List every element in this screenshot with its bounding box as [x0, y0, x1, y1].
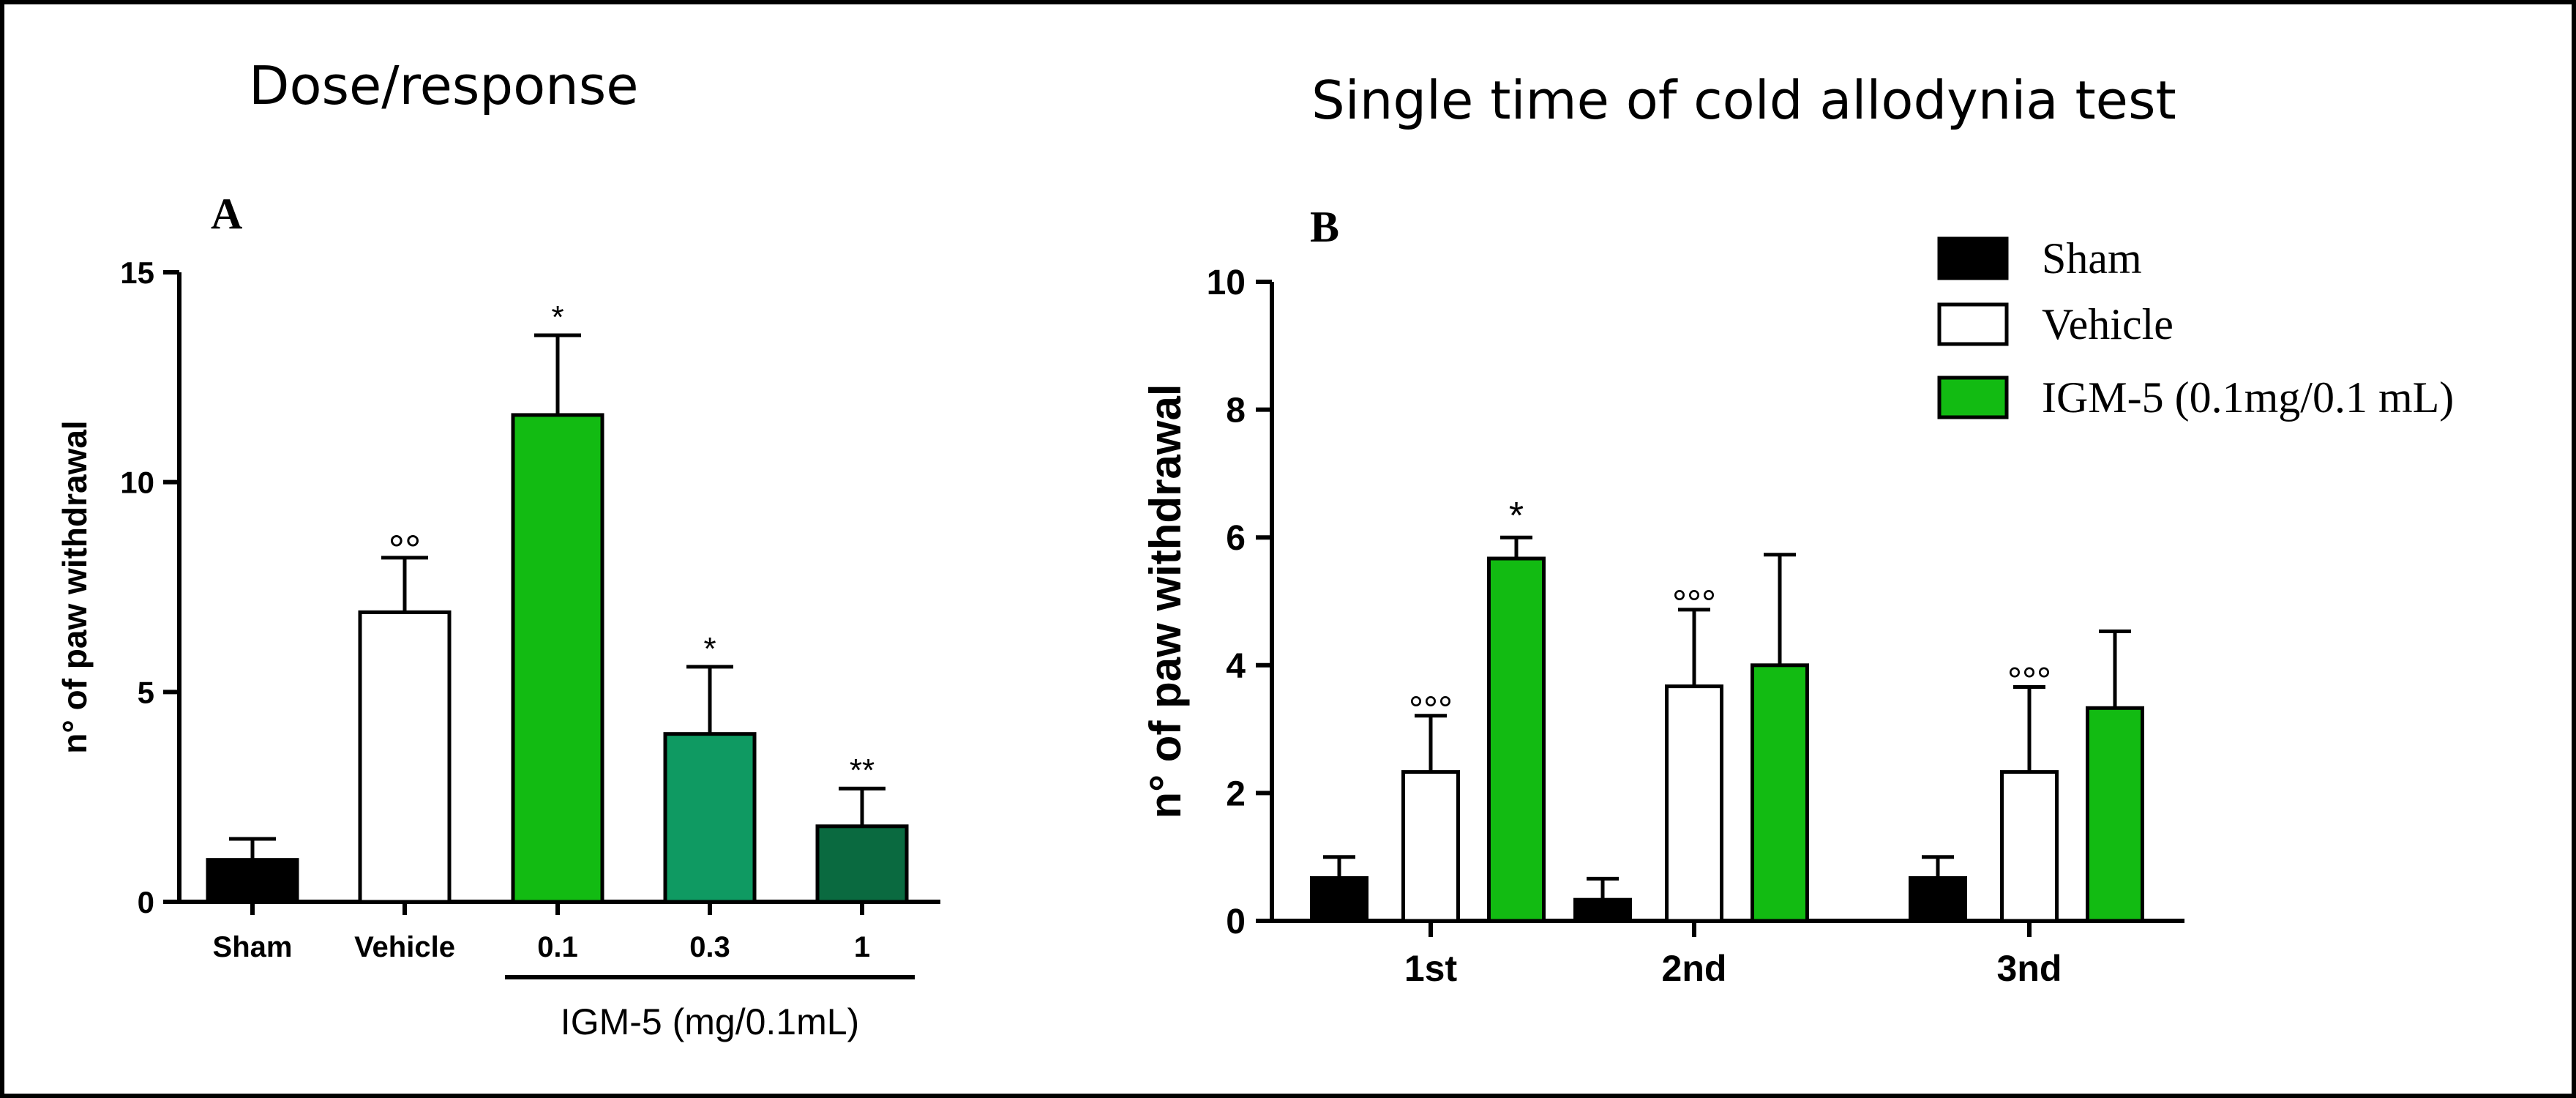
panel-a-chart: An° of paw withdrawal 0 5 10 15 Sham °° Vehicle… [56, 190, 940, 1042]
panel-b-y-axis-label: n° of paw withdrawal [1141, 384, 1190, 818]
panel-b-chart: Bn° of paw withdrawal 0 2 4 6 8 10 °°° * 1st °°° 2n… [1141, 203, 2454, 989]
panel-a-category-label: Sham [213, 931, 293, 963]
panel-b-y-tick-label: 2 [1226, 774, 1246, 813]
panel-b-legend-swatch [1937, 376, 2009, 419]
panel-a-y-tick-label: 5 [138, 675, 154, 709]
panel-b-significance-mark: °°° [1672, 583, 1716, 624]
panel-b-significance-mark: * [1509, 495, 1524, 537]
panel-b-bar [2000, 770, 2059, 923]
panel-b-bar [1573, 897, 1632, 923]
panel-b-legend-swatch [1937, 236, 2009, 280]
panel-a-category-label: 0.1 [537, 931, 578, 963]
panel-b-legend-label: Sham [2042, 234, 2142, 283]
panel-a-bar [815, 824, 909, 904]
panel-b-y-tick-label: 0 [1226, 903, 1246, 941]
panel-a-significance-mark: * [551, 299, 564, 335]
panel-a-group-label: IGM-5 (mg/0.1mL) [561, 1001, 859, 1042]
panel-b-bar [1310, 876, 1368, 923]
panel-b-bar [1909, 876, 1967, 923]
panel-b-bar [1665, 684, 1723, 923]
panel-a-y-tick-label: 15 [120, 255, 154, 290]
panel-a-bar [206, 858, 299, 904]
panel-b-category-label: 1st [1404, 948, 1458, 989]
panel-a-category-label: Vehicle [354, 931, 455, 963]
panel-a-significance-mark: * [703, 631, 716, 667]
panel-a-y-axis-label: n° of paw withdrawal [56, 420, 94, 753]
panel-b-significance-mark: °°° [1409, 689, 1453, 730]
heading-cold-allodynia: Single time of cold allodynia test [1311, 70, 2176, 131]
panel-a-bar [358, 610, 452, 904]
panel-b-bar [2086, 706, 2144, 923]
panel-b-bar [1401, 770, 1460, 923]
panel-b-legend-label: Vehicle [2042, 300, 2174, 348]
panel-a-bar [663, 732, 757, 904]
panel-b-y-tick-label: 8 [1226, 392, 1246, 430]
panel-a-category-label: 1 [854, 931, 870, 963]
panel-b-y-tick-label: 4 [1226, 647, 1246, 686]
panel-b-category-label: 3nd [1997, 948, 2062, 989]
panel-a-significance-mark: °° [389, 526, 422, 572]
panel-a-significance-mark: ** [850, 752, 875, 788]
panel-b-letter: B [1310, 203, 1339, 251]
heading-dose-response: Dose/response [249, 55, 639, 116]
panel-b-y-tick-label: 6 [1226, 519, 1246, 558]
panel-a-category-label: 0.3 [689, 931, 730, 963]
panel-a-letter: A [211, 190, 242, 238]
panel-b-bar [1751, 663, 1809, 923]
panel-b-y-tick-label: 10 [1207, 264, 1246, 302]
panel-b-bar [1487, 556, 1546, 923]
panel-b-legend-swatch [1937, 302, 2009, 346]
panel-a-y-tick-label: 10 [120, 466, 154, 500]
panel-b-significance-mark: °°° [2007, 660, 2051, 701]
panel-a-bar [511, 413, 604, 904]
panel-b-legend-label: IGM-5 (0.1mg/0.1 mL) [2042, 373, 2454, 422]
panel-b-category-label: 2nd [1662, 948, 1727, 989]
panel-a-y-tick-label: 0 [138, 885, 154, 919]
